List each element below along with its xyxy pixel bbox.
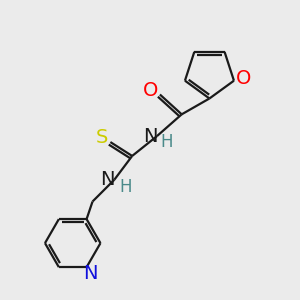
Text: H: H bbox=[160, 133, 173, 151]
Text: N: N bbox=[83, 264, 98, 283]
Text: N: N bbox=[143, 127, 157, 146]
Text: O: O bbox=[236, 69, 251, 88]
Text: H: H bbox=[119, 178, 131, 196]
Text: O: O bbox=[143, 81, 159, 100]
Text: N: N bbox=[100, 170, 115, 189]
Text: S: S bbox=[95, 128, 108, 147]
